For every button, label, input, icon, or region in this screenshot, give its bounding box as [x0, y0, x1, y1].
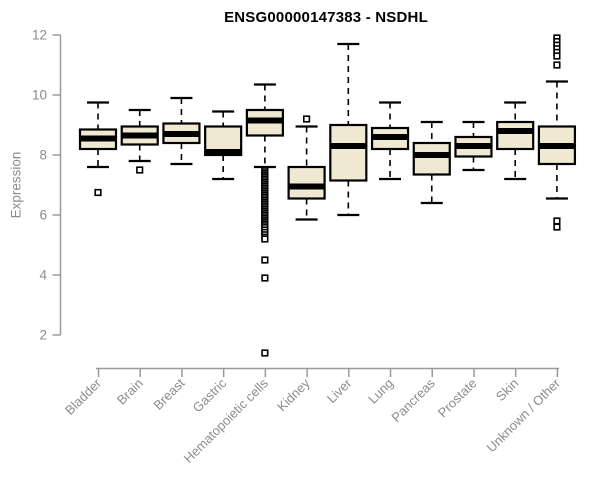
- outlier-point: [553, 223, 561, 231]
- boxplot-lung: [370, 101, 410, 181]
- boxplot-prostate: [454, 120, 493, 172]
- outlier-point: [94, 188, 102, 197]
- median-line: [330, 143, 367, 149]
- outlier-point: [261, 256, 269, 264]
- iqr-box: [496, 120, 535, 151]
- outlier-point: [261, 274, 269, 282]
- outlier-point: [553, 217, 561, 225]
- x-tick-label: Lung: [365, 376, 396, 407]
- iqr-box: [412, 141, 451, 176]
- y-tick-label: 4: [39, 268, 47, 283]
- x-tick-label: Breast: [150, 375, 187, 412]
- outlier-point: [261, 349, 269, 357]
- median-line: [413, 152, 450, 158]
- outlier-point: [261, 235, 269, 243]
- x-tick-label: Pancreas: [388, 375, 438, 425]
- boxplot-pancreas: [412, 120, 451, 205]
- x-tick-label: Skin: [493, 376, 521, 404]
- x-tick-label: Bladder: [62, 375, 105, 418]
- boxplot-unknown-other: [537, 34, 577, 231]
- chart-title: ENSG00000147383 - NSDHL: [224, 9, 428, 26]
- x-tick-label: Liver: [324, 375, 355, 406]
- median-line: [246, 117, 283, 124]
- outlier-point: [302, 115, 311, 123]
- iqr-box: [329, 123, 368, 182]
- median-line: [538, 143, 575, 149]
- x-tick-label: Brain: [114, 376, 146, 408]
- boxplot-skin: [496, 101, 535, 181]
- y-tick-label: 12: [32, 28, 47, 43]
- median-line: [205, 149, 242, 155]
- y-tick-label: 6: [39, 208, 47, 223]
- x-tick-label: Unknown / Other: [483, 375, 563, 455]
- y-tick-label: 8: [39, 148, 47, 163]
- median-line: [288, 183, 325, 190]
- iqr-box: [287, 165, 326, 200]
- median-line: [372, 134, 409, 140]
- median-line: [121, 132, 158, 139]
- boxplot-kidney: [287, 115, 326, 221]
- median-line: [455, 143, 492, 149]
- outlier-point: [553, 52, 561, 60]
- x-tick-label: Kidney: [274, 375, 313, 414]
- outlier-point: [136, 166, 144, 174]
- boxplot-gastric: [204, 110, 243, 181]
- x-tick-label: Prostate: [435, 376, 480, 421]
- median-line: [497, 128, 534, 134]
- x-tick-label: Gastric: [190, 375, 230, 415]
- boxplot-breast: [162, 96, 201, 166]
- boxplot-liver: [329, 42, 368, 217]
- y-tick-label: 10: [32, 88, 47, 103]
- boxplot-brain: [120, 108, 159, 174]
- boxplot-bladder: [78, 101, 118, 197]
- y-tick-label: 2: [39, 328, 47, 343]
- median-line: [163, 131, 200, 137]
- boxplot-hematopoietic-cells: [245, 83, 284, 357]
- outlier-point: [553, 61, 561, 69]
- median-line: [80, 135, 116, 142]
